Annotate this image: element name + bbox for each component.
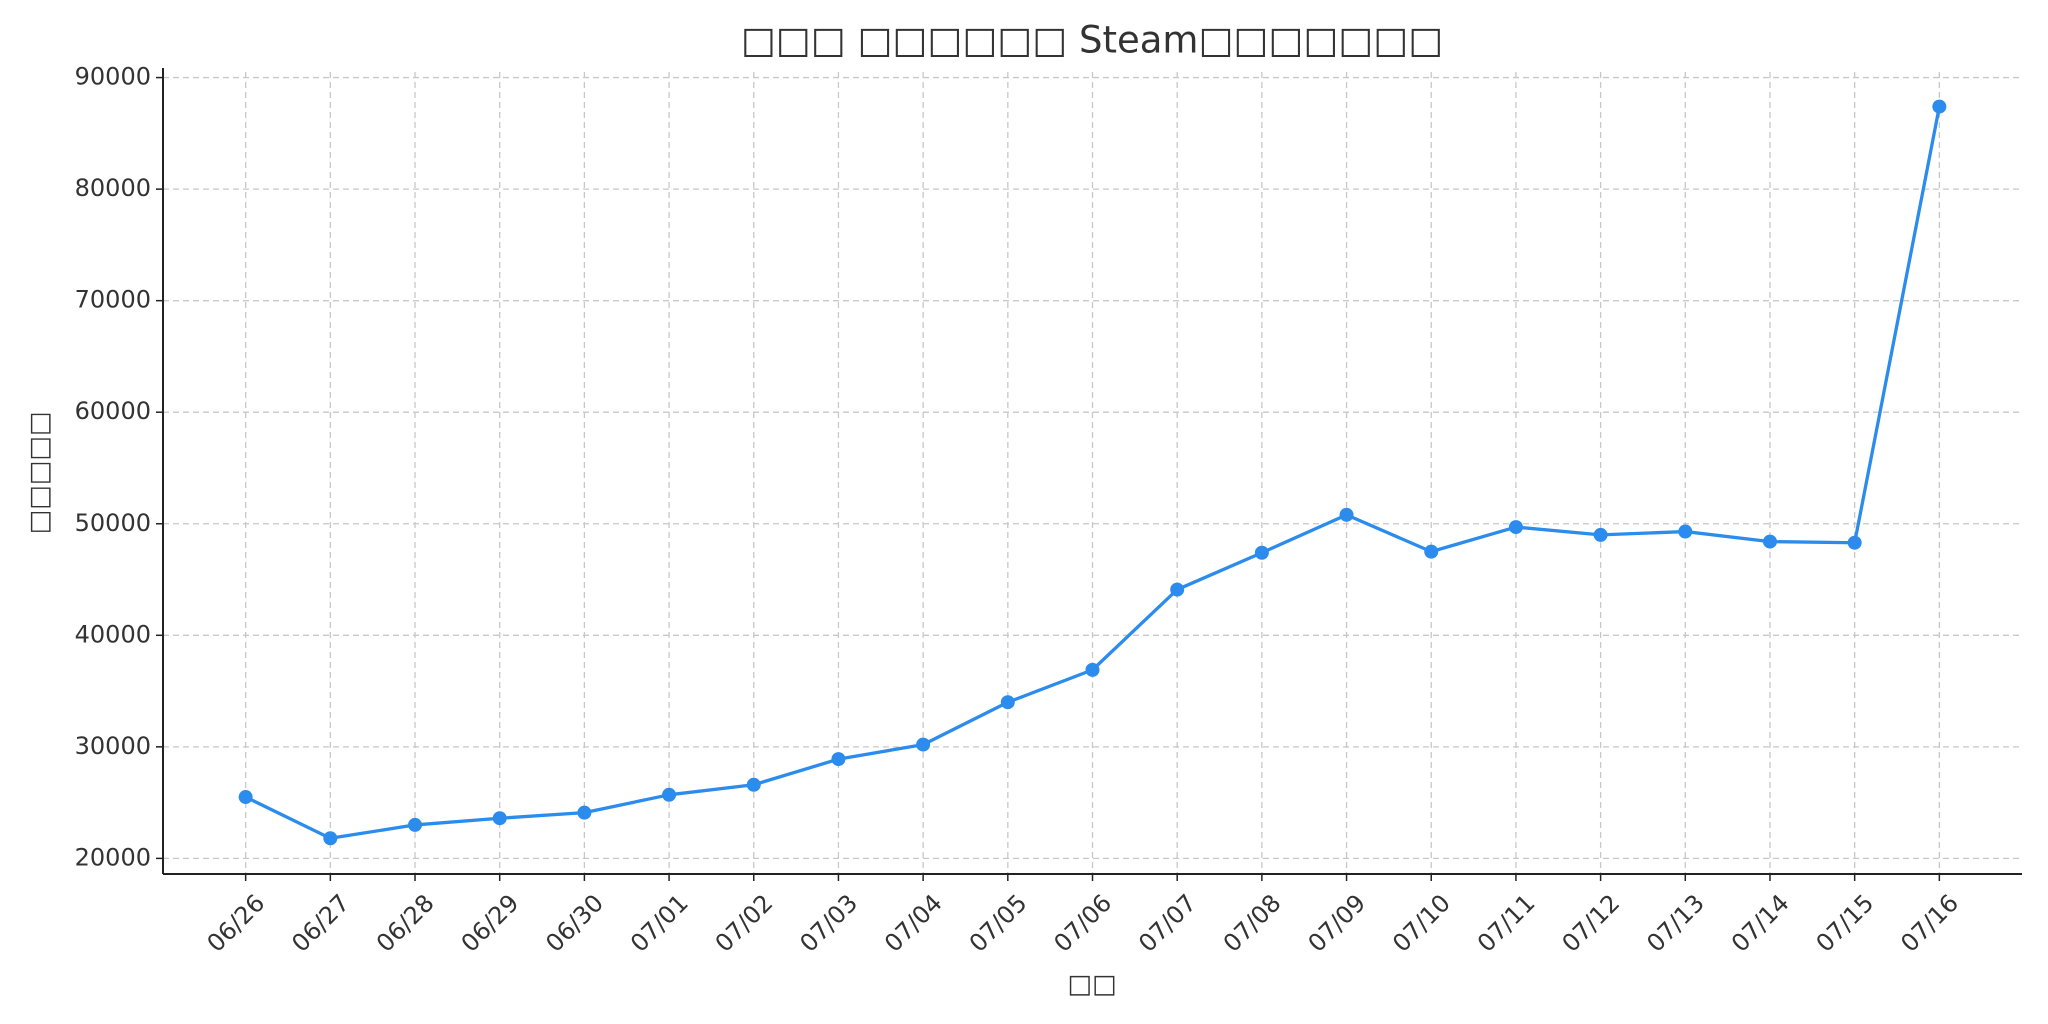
point	[1847, 535, 1862, 550]
x-tick-label: 07/14	[1726, 889, 1795, 958]
point	[1932, 99, 1947, 114]
y-tick-label: 50000	[75, 509, 151, 537]
y-tick-label: 60000	[75, 397, 151, 425]
x-tick-label: 07/01	[625, 889, 694, 958]
x-tick-label: 07/05	[964, 889, 1033, 958]
x-tick-label: 06/28	[371, 889, 440, 958]
point	[1000, 695, 1015, 710]
x-tick-label: 07/04	[879, 889, 948, 958]
point	[916, 737, 931, 752]
point	[1678, 524, 1693, 539]
point	[1593, 527, 1608, 542]
chart-title: □□□ □□□□□□ Steam□□□□□□□	[741, 19, 1443, 62]
x-tick-label: 07/10	[1387, 889, 1456, 958]
x-tick-label: 06/29	[456, 889, 525, 958]
x-axis-label: □□	[1067, 970, 1116, 1000]
x-tick-label: 07/12	[1557, 889, 1626, 958]
point	[408, 817, 423, 832]
x-tick-label: 07/09	[1303, 889, 1372, 958]
point	[1170, 582, 1185, 597]
x-tick-label: 07/02	[710, 889, 779, 958]
y-tick-label: 80000	[75, 174, 151, 202]
x-tick-label: 07/08	[1218, 889, 1287, 958]
point	[492, 811, 507, 826]
point	[1762, 534, 1777, 549]
x-tick-label: 06/27	[286, 889, 355, 958]
y-tick-label: 20000	[75, 843, 151, 871]
x-tick-label: 07/07	[1133, 889, 1202, 958]
y-tick-label: 90000	[75, 63, 151, 91]
point	[746, 777, 761, 792]
point	[1254, 545, 1269, 560]
x-tick-label: 07/03	[794, 889, 863, 958]
point	[1424, 544, 1439, 559]
point	[662, 787, 677, 802]
point	[577, 805, 592, 820]
x-tick-label: 07/06	[1048, 889, 1117, 958]
point	[831, 752, 846, 767]
x-tick-label: 07/15	[1811, 889, 1880, 958]
x-tick-label: 06/30	[540, 889, 609, 958]
point	[238, 790, 253, 805]
point	[323, 831, 338, 846]
point	[1085, 662, 1100, 677]
point	[1339, 507, 1354, 522]
y-tick-label: 40000	[75, 620, 151, 648]
y-tick-label: 30000	[75, 732, 151, 760]
x-tick-label: 07/16	[1895, 889, 1964, 958]
x-tick-label: 07/11	[1472, 889, 1541, 958]
x-tick-label: 06/26	[202, 889, 271, 958]
x-tick-label: 07/13	[1641, 889, 1710, 958]
point	[1508, 520, 1523, 535]
y-axis-label: □□□□□	[25, 412, 55, 535]
y-tick-label: 70000	[75, 286, 151, 314]
